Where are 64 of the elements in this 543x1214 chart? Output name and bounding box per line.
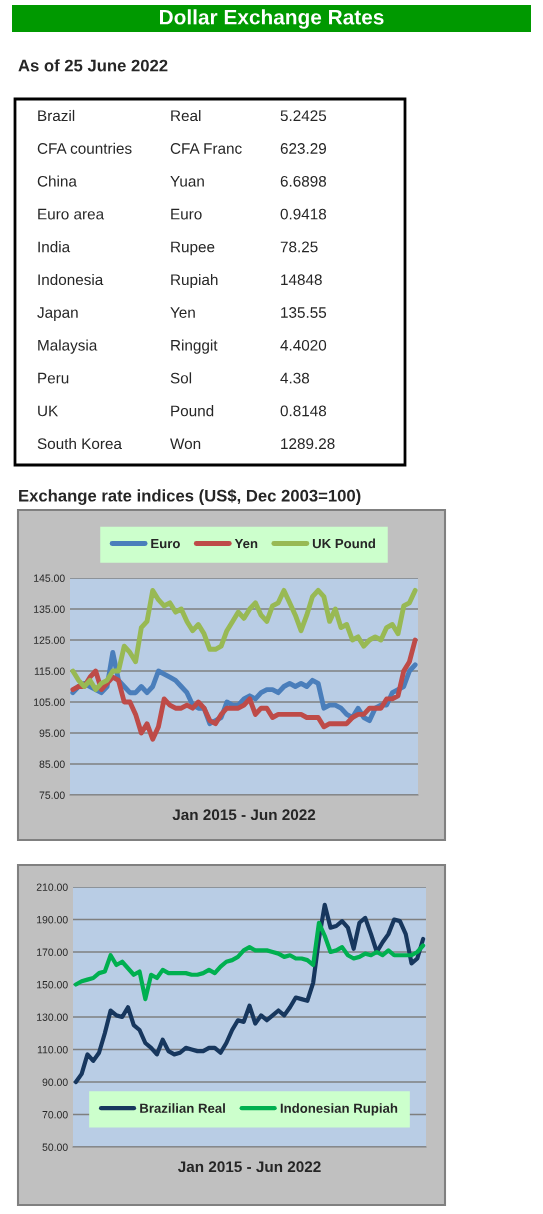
y-tick-label: 135.00 xyxy=(34,605,65,613)
text: As of 25 June 2022 xyxy=(18,59,168,72)
text: CFA countries xyxy=(37,142,132,154)
y-tick-label: 70.00 xyxy=(42,1111,68,1119)
text: Won xyxy=(170,438,201,450)
line-series xyxy=(73,902,426,1085)
text: Rupee xyxy=(171,241,215,256)
y-tick-label: 210.00 xyxy=(36,883,68,891)
text: South Korea xyxy=(37,437,122,450)
y-tick-label: 130.00 xyxy=(37,1013,68,1021)
y-tick-label: 150.00 xyxy=(37,981,68,989)
text: 1289.28 xyxy=(281,438,335,450)
chart-title: Exchange rate indices (US$, Dec 2003=100) xyxy=(19,489,361,505)
y-tick-label: 90.00 xyxy=(42,1078,68,1086)
text: Pound xyxy=(171,405,214,417)
text: Yuan xyxy=(170,176,204,187)
y-tick-label: 105.00 xyxy=(34,698,65,706)
text: 78.25 xyxy=(280,241,318,253)
y-tick-label: 75.00 xyxy=(39,791,65,799)
x-axis-title: Jan 2015 - Jun 2022 xyxy=(172,809,316,821)
text: Indonesia xyxy=(38,273,104,286)
legend-label: Yen xyxy=(234,539,258,549)
text: 135.55 xyxy=(281,307,327,318)
text: CFA Franc xyxy=(170,143,242,154)
text: Dollar Exchange Rates xyxy=(160,9,384,29)
text: Sol xyxy=(170,372,192,384)
text: Ringgit xyxy=(171,339,218,354)
text: Rupiah xyxy=(171,273,218,289)
line-series xyxy=(70,587,418,693)
y-tick-label: 125.00 xyxy=(34,636,65,644)
text: Peru xyxy=(38,372,69,384)
y-tick-label: 110.00 xyxy=(37,1046,68,1054)
legend-label: UK Pound xyxy=(312,538,376,549)
text: Euro xyxy=(171,208,202,220)
legend-label: Euro xyxy=(151,539,180,549)
y-tick-label: 50.00 xyxy=(42,1143,68,1151)
y-tick-label: 115.00 xyxy=(34,667,65,675)
line-series xyxy=(70,637,418,742)
text: Euro area xyxy=(38,208,105,220)
text: 5.2425 xyxy=(280,110,327,122)
text: Real xyxy=(171,109,201,122)
text: 623.29 xyxy=(280,143,326,154)
text: 4.38 xyxy=(280,372,310,384)
text: Japan xyxy=(37,307,78,321)
text: India xyxy=(38,241,71,253)
y-tick-label: 190.00 xyxy=(37,916,68,924)
text: 6.6898 xyxy=(280,175,327,187)
text: 4.4020 xyxy=(280,339,327,351)
x-axis-title: Jan 2015 - Jun 2022 xyxy=(177,1161,321,1173)
legend-label: Indonesian Rupiah xyxy=(280,1103,398,1116)
text: 14848 xyxy=(281,274,322,286)
text: 0.9418 xyxy=(280,208,327,220)
text: Brazil xyxy=(38,109,75,122)
y-tick-label: 85.00 xyxy=(39,760,65,768)
text: Yen xyxy=(170,307,195,318)
legend-label: Brazilian Real xyxy=(140,1103,225,1113)
y-tick-label: 95.00 xyxy=(39,729,65,737)
text: UK xyxy=(38,405,59,417)
text: China xyxy=(37,175,77,187)
y-tick-label: 170.00 xyxy=(37,948,68,956)
y-tick-label: 145.00 xyxy=(34,574,65,582)
text: 0.8148 xyxy=(280,405,327,417)
line-series xyxy=(73,920,426,1002)
text: Malaysia xyxy=(38,339,98,354)
